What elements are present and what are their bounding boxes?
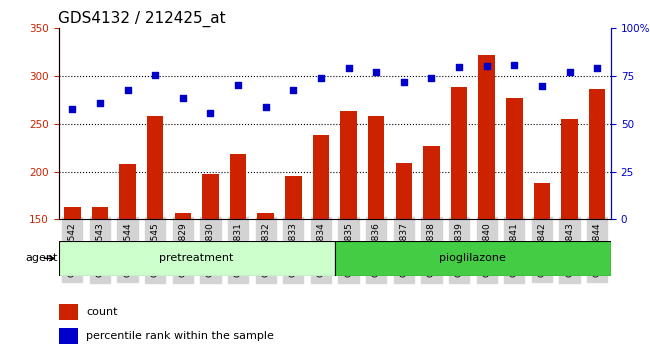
Point [261,104,271,109]
Bar [120,164,136,219]
Bar [506,98,523,219]
Point [122,88,133,93]
Bar [64,207,81,219]
Bar [368,116,384,219]
Bar [451,87,467,219]
Bar [58,329,78,344]
Point [343,65,354,70]
Point [371,69,382,75]
Point [205,110,216,116]
Point [398,79,409,85]
Point [233,82,243,87]
Bar [58,304,78,320]
Point [177,95,188,101]
Point [150,72,161,78]
Bar [561,119,578,219]
FancyBboxPatch shape [58,241,335,276]
Bar [534,183,550,219]
Bar [202,173,218,219]
Bar [589,88,606,219]
Text: pretreatment: pretreatment [159,253,234,263]
Point [426,75,437,81]
Text: agent: agent [25,253,58,263]
Bar [478,55,495,219]
Point [454,64,464,69]
Text: GDS4132 / 212425_at: GDS4132 / 212425_at [58,11,226,27]
Bar [395,163,412,219]
Bar [341,112,357,219]
Point [288,88,298,93]
Point [482,63,492,68]
Point [316,75,326,81]
Point [95,100,105,106]
FancyBboxPatch shape [335,241,611,276]
Bar [257,213,274,219]
Point [564,69,575,75]
Point [537,83,547,88]
Bar [285,176,302,219]
Bar [313,135,329,219]
Text: percentile rank within the sample: percentile rank within the sample [86,331,274,341]
Point [67,106,77,112]
Text: count: count [86,307,118,318]
Bar [423,146,439,219]
Bar [92,207,108,219]
Text: pioglilazone: pioglilazone [439,253,506,263]
Point [592,65,603,70]
Point [509,62,519,68]
Bar [230,154,246,219]
Bar [174,213,191,219]
Bar [147,116,164,219]
